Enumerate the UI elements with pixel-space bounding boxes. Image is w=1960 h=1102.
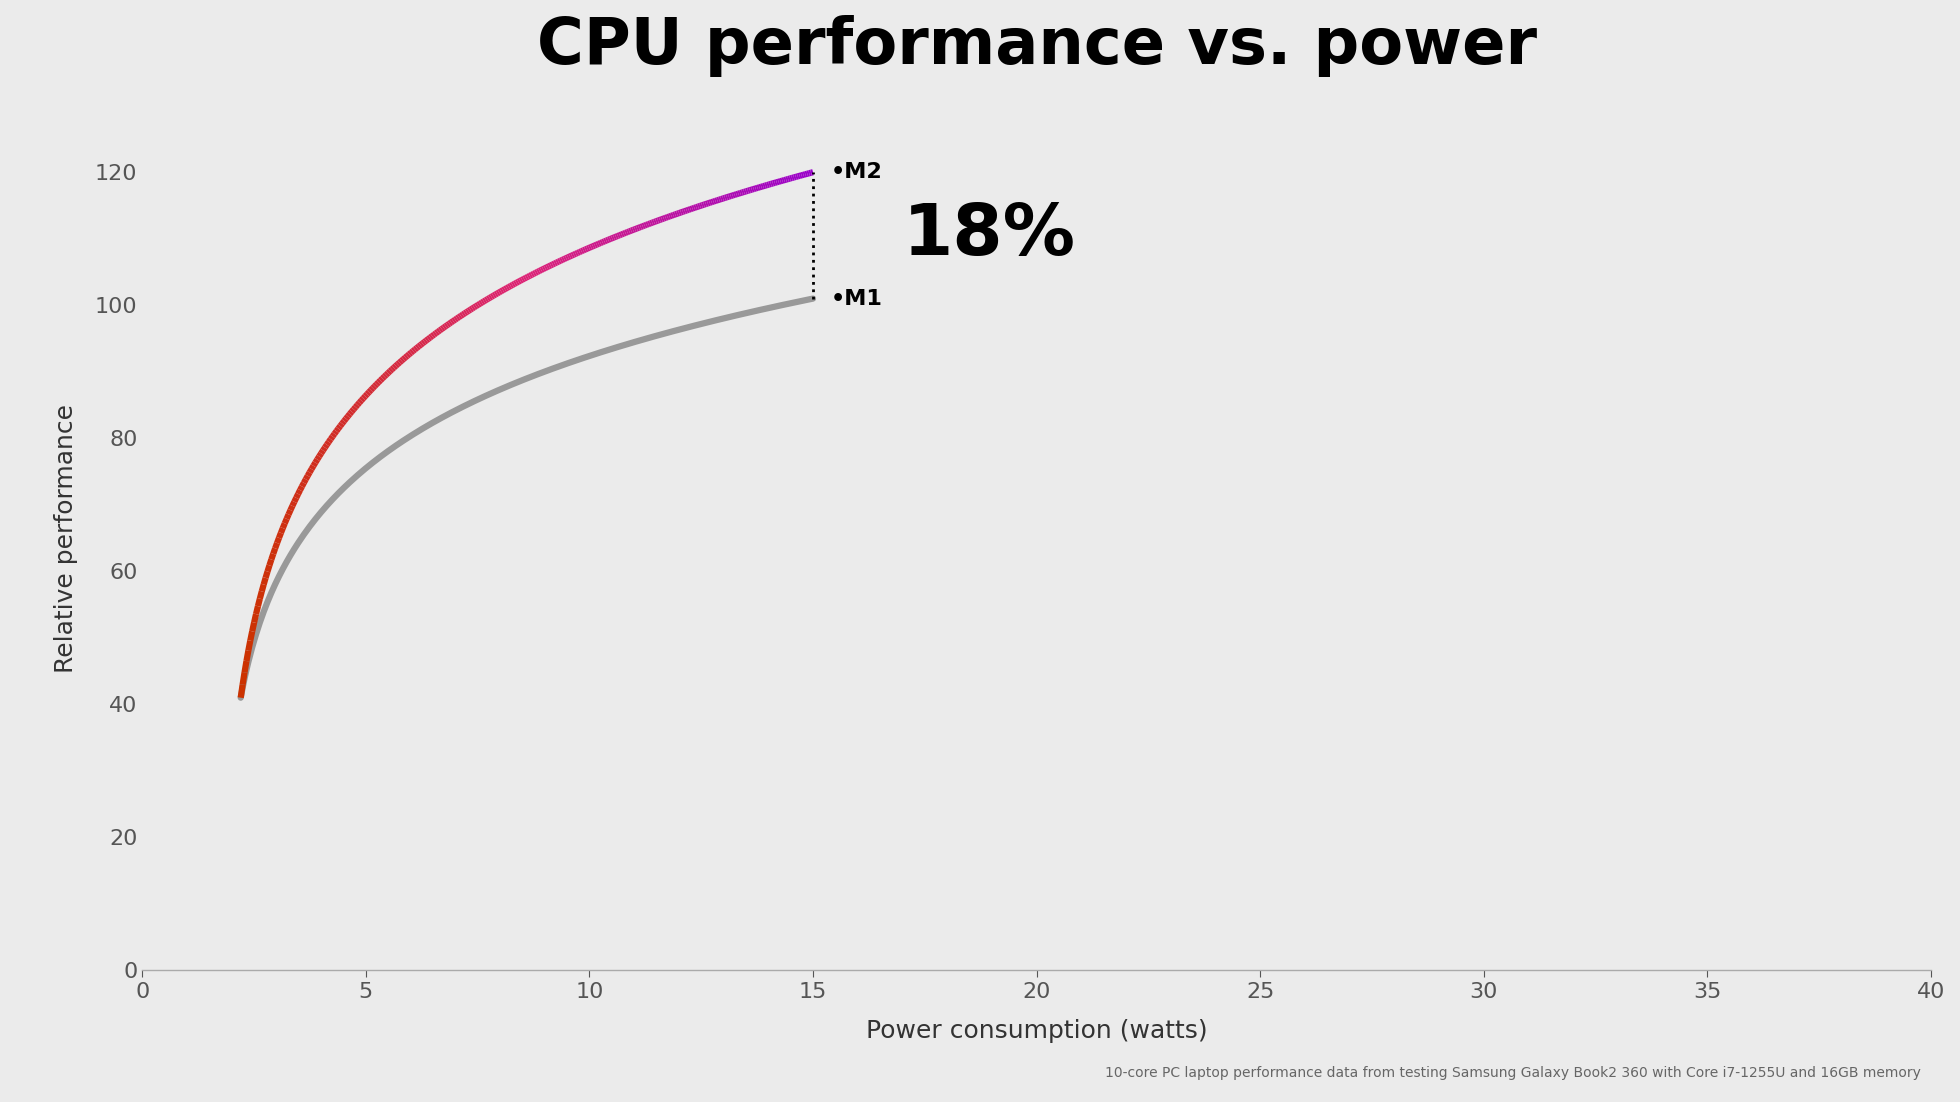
X-axis label: Power consumption (watts): Power consumption (watts) (866, 1019, 1207, 1042)
Y-axis label: Relative performance: Relative performance (55, 403, 78, 672)
Text: 18%: 18% (902, 201, 1076, 270)
Text: 10-core PC laptop performance data from testing Samsung Galaxy Book2 360 with Co: 10-core PC laptop performance data from … (1105, 1066, 1921, 1080)
Text: •M2: •M2 (831, 162, 882, 182)
Text: •M1: •M1 (831, 289, 882, 309)
Title: CPU performance vs. power: CPU performance vs. power (537, 15, 1537, 77)
